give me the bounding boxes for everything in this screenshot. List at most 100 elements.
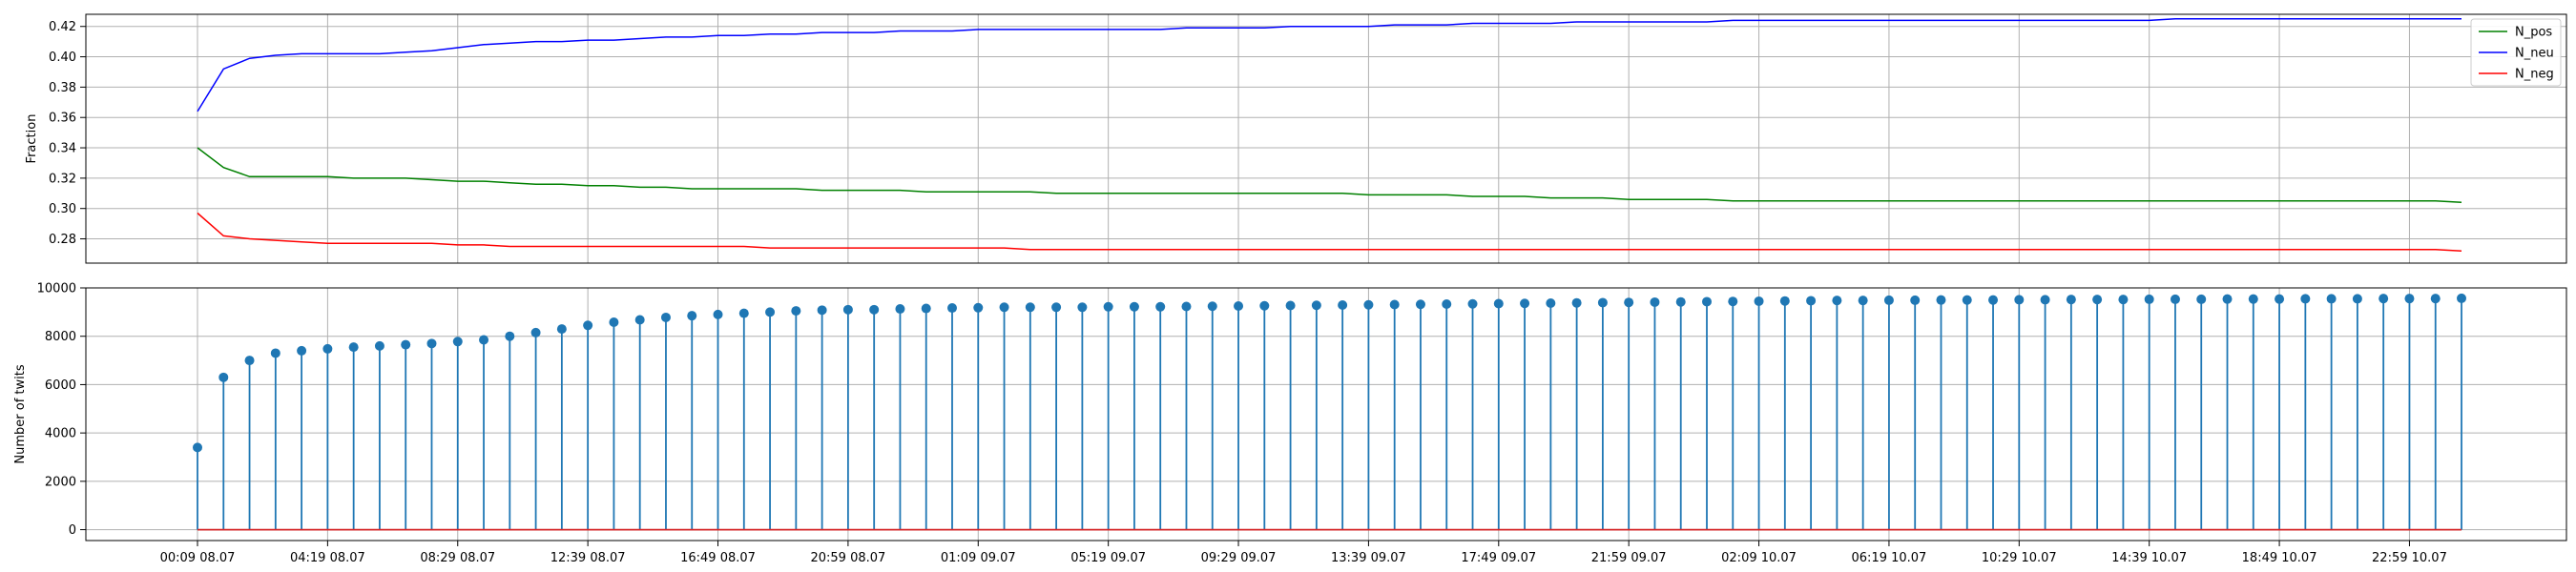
tweet-count-panel: 0 2000 4000 6000 8000 10000 00:09 08.07 04:19 … [13,282,2567,565]
stem-marker [374,340,384,351]
stem-marker [193,442,202,453]
stem-marker [1207,301,1217,312]
x-tick-label: 00:09 08.07 [160,551,236,565]
top-axes-frame [85,13,2567,264]
x-tick-label: 22:59 10.07 [2372,551,2447,565]
stem-marker [634,315,645,325]
stem-marker [1129,301,1139,312]
stem-marker [2248,294,2258,304]
stem-marker [530,327,541,337]
stem-marker [583,320,593,331]
stem-marker [1571,297,1582,308]
stem-marker [1520,298,1530,309]
stem-marker [765,307,776,317]
stem-marker [1025,302,1035,313]
stem-marker [2352,294,2362,304]
stem-marker [2430,294,2441,304]
stem-marker [1754,296,1764,306]
stem-marker [1650,296,1660,307]
stem-marker [2379,294,2389,304]
stem-marker [2066,295,2076,305]
stem-marker [2326,294,2337,304]
series-line-n-neg [197,212,2462,253]
x-tick-label: 20:59 08.07 [810,551,885,565]
x-tick-label: 09:29 09.07 [1201,551,1277,565]
stem-marker [2300,294,2311,304]
stem-marker [322,343,333,354]
sentiment-fraction-panel: 0.28 0.30 0.32 0.34 0.36 0.38 0.40 0.42 Fractio… [25,13,2567,264]
stem-marker [817,305,827,316]
stem-marker [2092,295,2103,305]
stem-marker [1988,295,1999,305]
stem-marker [244,356,255,366]
stem-marker [791,306,801,317]
top-y-tick-label: 0.38 [49,81,76,95]
x-tick-label: 17:49 09.07 [1461,551,1536,565]
stem-marker [401,339,411,350]
x-tick-label: 08:29 08.07 [420,551,495,565]
stem-marker [609,317,619,328]
stem-marker [1728,296,1738,307]
bottom-x-ticks: 00:09 08.07 04:19 08.07 08:29 08.07 12:39 0… [160,541,2447,565]
stem-marker [479,335,489,345]
stem-marker [452,337,463,347]
bottom-y-tick-label: 10000 [37,282,76,296]
bottom-y-tick-label: 6000 [45,378,76,393]
stem-marker [297,345,307,356]
stem-marker [1883,295,1894,305]
stem-marker [270,348,280,358]
stem-marker [2457,293,2466,303]
stem-marker [1675,296,1686,307]
stem-marker [1779,296,1790,306]
stem-marker [660,312,671,322]
stem-marker [1962,295,1972,305]
stem-marker [1363,299,1374,310]
x-tick-label: 12:39 08.07 [551,551,626,565]
stem-marker [1389,299,1400,310]
stem-marker [2275,294,2285,304]
stem-marker [869,304,880,315]
stem-marker [1858,296,1868,306]
top-y-axis-label: Fraction [25,114,39,164]
x-tick-label: 18:49 10.07 [2242,551,2317,565]
stem-marker [921,303,931,314]
stem-marker [2040,295,2050,305]
stem-marker [1493,298,1504,309]
stem-marker [895,304,905,315]
top-y-tick-label: 0.34 [49,142,76,156]
stem-marker [2196,294,2207,304]
series-line-n-pos [197,147,2462,204]
top-y-tick-label: 0.28 [49,233,76,247]
stem-marker [1155,301,1166,312]
stem-marker [1338,300,1348,311]
stem-marker [1597,297,1608,308]
top-y-tick-label: 0.32 [49,172,76,186]
legend-label-n-pos: N_pos [2515,26,2552,40]
top-y-tick-label: 0.30 [49,202,76,216]
bottom-axes-frame [85,287,2567,541]
stem-marker [842,304,853,315]
stem-marker [1259,300,1270,311]
series-line-n-neu [197,18,2462,112]
stem-marker [348,342,359,353]
stem-marker [1546,297,1556,308]
legend: N_pos N_neu N_neg [2470,18,2562,87]
x-tick-label: 10:29 10.07 [1982,551,2057,565]
x-tick-label: 16:49 08.07 [680,551,756,565]
stem-marker [2222,294,2233,304]
top-y-tick-label: 0.42 [49,20,76,34]
x-tick-label: 01:09 09.07 [941,551,1016,565]
stem-marker [1234,301,1244,312]
stem-marker [1910,295,1921,305]
stem-marker [1415,299,1425,310]
stem-marker [2170,294,2180,304]
bottom-y-tick-label: 0 [69,523,76,538]
legend-label-n-neu: N_neu [2515,47,2554,61]
stem-marker [1077,302,1088,313]
bottom-y-tick-label: 2000 [45,475,76,489]
stem-marker [687,311,697,321]
stem-marker [947,303,957,314]
stem-marker [1103,301,1113,312]
stem-marker [1936,295,1946,305]
